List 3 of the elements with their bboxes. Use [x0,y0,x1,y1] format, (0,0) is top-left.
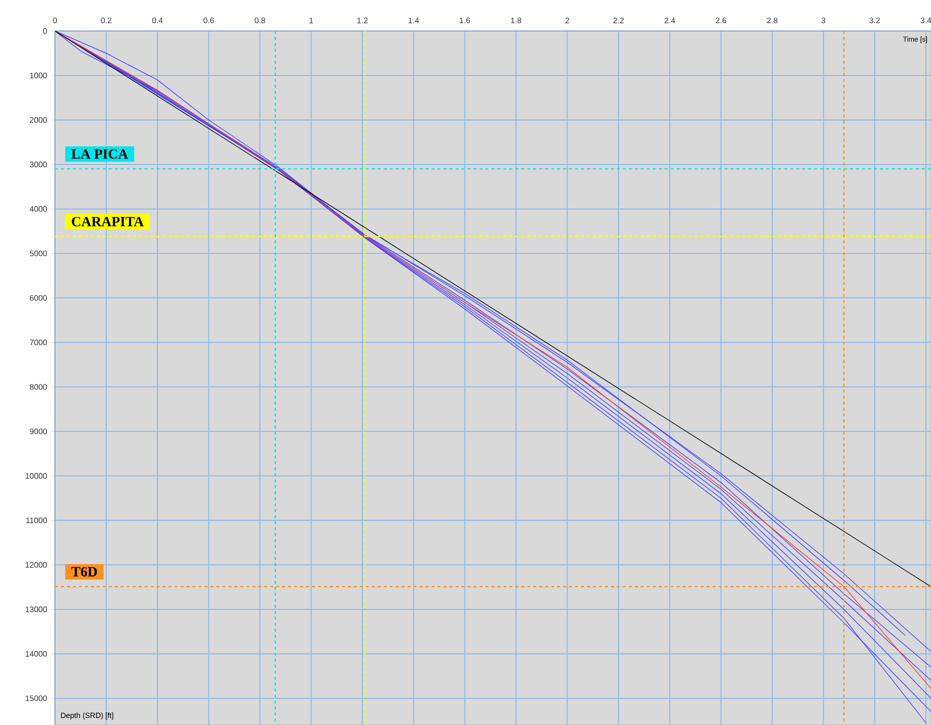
ref-line-label: CARAPITA [72,216,144,226]
ref-line-label: LA PICA [71,149,128,159]
ref-line-label: T6D [71,567,97,576]
